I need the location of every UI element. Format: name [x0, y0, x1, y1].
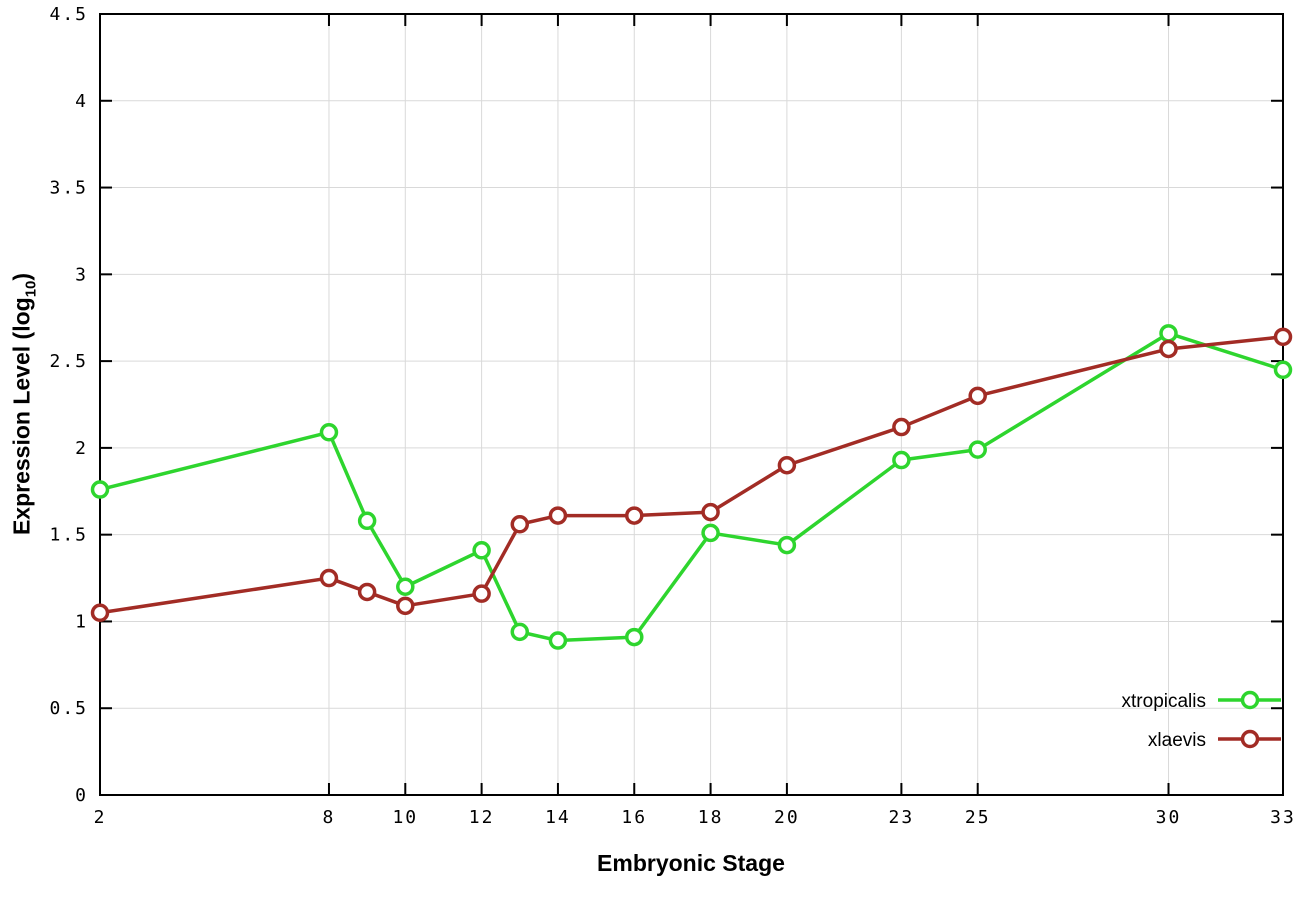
svg-text:30: 30 — [1156, 807, 1182, 828]
y-axis-title: Expression Level (log10) — [9, 273, 40, 535]
data-point-xlaevis — [472, 584, 491, 603]
data-point-xtropicalis — [968, 440, 987, 459]
svg-text:0.5: 0.5 — [49, 698, 88, 719]
svg-text:0: 0 — [75, 785, 88, 806]
data-point-xlaevis — [90, 603, 110, 623]
tick-marks — [99, 13, 1284, 796]
svg-text:4.5: 4.5 — [49, 4, 88, 25]
svg-text:23: 23 — [889, 807, 915, 828]
legend-label-xtropicalis: xtropicalis — [1122, 691, 1206, 712]
svg-text:3: 3 — [75, 264, 88, 285]
data-point-xtropicalis — [625, 627, 644, 647]
data-point-xtropicalis — [701, 523, 720, 543]
svg-text:2: 2 — [75, 438, 88, 459]
data-point-xlaevis — [625, 506, 644, 525]
svg-text:1.5: 1.5 — [49, 525, 88, 546]
data-point-xlaevis — [1159, 339, 1178, 359]
data-point-xtropicalis — [396, 577, 415, 596]
data-point-xtropicalis — [319, 423, 339, 442]
svg-text:1: 1 — [75, 611, 88, 632]
data-point-xtropicalis — [1273, 360, 1293, 380]
data-point-xlaevis — [548, 506, 568, 525]
legend: xtropicalis xlaevis — [1122, 690, 1281, 751]
y-axis-title-main: Expression Level (log — [8, 297, 35, 536]
svg-text:33: 33 — [1270, 807, 1296, 828]
data-point-xlaevis — [701, 502, 720, 522]
y-tick-labels: 0 0.5 1 1.5 2 2.5 3 3.5 4 4.5 — [49, 4, 88, 806]
data-point-xlaevis — [1273, 327, 1293, 347]
data-point-xtropicalis — [548, 631, 568, 650]
svg-text:8: 8 — [323, 807, 336, 828]
data-point-xlaevis — [777, 455, 797, 475]
svg-text:16: 16 — [621, 807, 647, 828]
y-axis-title-close: ) — [8, 272, 35, 281]
data-point-xlaevis — [357, 582, 377, 602]
svg-text:14: 14 — [545, 807, 571, 828]
svg-text:10: 10 — [392, 807, 418, 828]
y-axis-title-sub: 10 — [22, 280, 40, 298]
svg-text:18: 18 — [698, 807, 724, 828]
x-axis-title: Embryonic Stage — [597, 850, 785, 876]
data-point-xlaevis — [510, 515, 530, 534]
legend-marker-xtropicalis — [1240, 690, 1260, 710]
data-point-xtropicalis — [90, 480, 110, 499]
data-point-xtropicalis — [1159, 324, 1178, 343]
svg-text:12: 12 — [469, 807, 495, 828]
svg-text:20: 20 — [774, 807, 800, 828]
series-xtropicalis — [90, 324, 1293, 650]
series-xlaevis — [90, 327, 1293, 623]
x-tick-labels: 2 8 10 12 14 16 18 20 23 25 30 33 — [94, 807, 1296, 828]
svg-text:2.5: 2.5 — [49, 351, 88, 372]
data-point-xtropicalis — [510, 622, 530, 642]
plot-border — [99, 13, 1284, 796]
data-point-xlaevis — [892, 417, 911, 437]
svg-text:25: 25 — [965, 807, 991, 828]
data-point-xlaevis — [396, 596, 415, 616]
svg-text:3.5: 3.5 — [49, 178, 88, 199]
legend-label-xlaevis: xlaevis — [1148, 730, 1206, 751]
data-point-xtropicalis — [777, 535, 797, 555]
data-point-xtropicalis — [357, 511, 377, 531]
svg-text:4: 4 — [75, 91, 88, 112]
data-point-xlaevis — [319, 568, 339, 588]
data-point-xtropicalis — [472, 541, 491, 560]
svg-text:2: 2 — [94, 807, 107, 828]
data-point-xlaevis — [968, 386, 987, 406]
legend-marker-xlaevis — [1240, 729, 1260, 749]
data-point-xtropicalis — [892, 450, 911, 470]
grid-lines — [99, 13, 1284, 796]
